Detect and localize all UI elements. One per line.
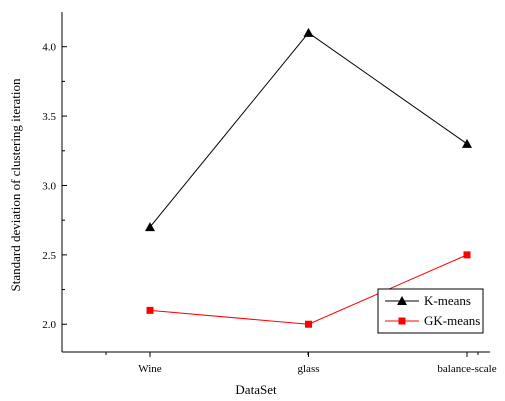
- x-axis-title: DataSet: [235, 382, 277, 397]
- data-point: [462, 138, 472, 148]
- data-point: [145, 222, 155, 232]
- data-point: [146, 306, 154, 314]
- data-point: [463, 251, 471, 259]
- legend-marker: [398, 317, 406, 325]
- data-point: [305, 320, 312, 328]
- y-tick-label: 2.5: [42, 250, 56, 262]
- legend: [377, 288, 484, 334]
- plot-area: 2.0 2.5 3.0 3.5 4.0 Wine glass balance-scale K-m…: [42, 12, 497, 375]
- y-tick-label: 3.0: [42, 180, 56, 192]
- x-tick-label: Wine: [138, 363, 161, 375]
- x-tick-label: glass: [298, 363, 320, 375]
- series-line-k-means: [149, 32, 468, 228]
- data-point: [303, 27, 314, 37]
- x-tick-label: balance-scale: [437, 363, 496, 375]
- y-tick-label: 2.0: [42, 319, 56, 331]
- legend-marker: [397, 296, 407, 305]
- legend-label: GK-means: [424, 313, 480, 328]
- legend-label: K-means: [424, 293, 471, 308]
- y-tick-label: 3.5: [42, 111, 56, 123]
- y-axis-title: Standard deviation of clustering iterati…: [8, 78, 23, 291]
- y-tick-label: 4.0: [42, 42, 56, 54]
